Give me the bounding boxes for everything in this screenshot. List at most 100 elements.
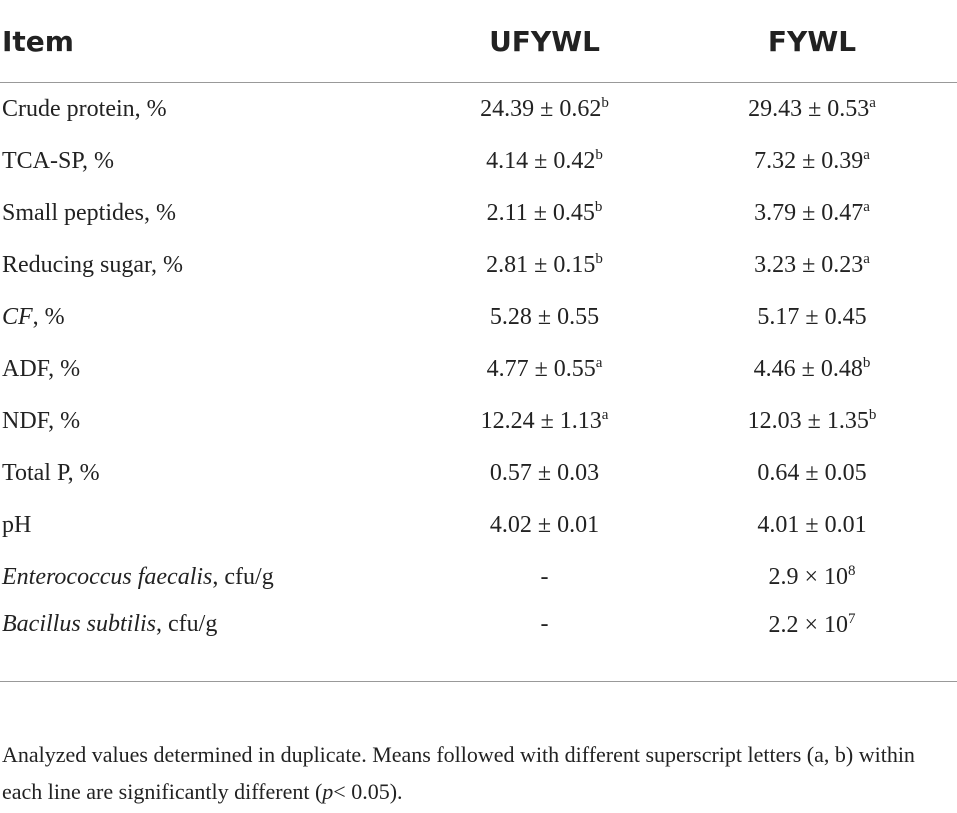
table-row: Total P, % 0.57 ± 0.03 0.64 ± 0.05 — [0, 447, 957, 499]
superscript: 8 — [848, 563, 856, 579]
text-run: 4.01 ± 0.01 — [757, 511, 867, 538]
cell: 4.14 ± 0.42b — [422, 135, 667, 187]
text-run: - — [540, 611, 549, 637]
text-run: Small peptides, % — [2, 199, 176, 226]
cell: 5.28 ± 0.55 — [422, 291, 667, 343]
text-run: 2.81 ± 0.15 — [486, 252, 596, 278]
table-row: TCA-SP, % 4.14 ± 0.42b 7.32 ± 0.39a — [0, 135, 957, 187]
cell: 0.57 ± 0.03 — [422, 447, 667, 499]
row-label: NDF, % — [0, 395, 422, 447]
superscript: a — [863, 251, 870, 267]
table-row: Small peptides, % 2.11 ± 0.45b 3.79 ± 0.47… — [0, 187, 957, 239]
text-run: 7.32 ± 0.39 — [754, 148, 864, 174]
cell: 2.11 ± 0.45b — [422, 187, 667, 239]
text-run: Reducing sugar, % — [2, 251, 183, 278]
cell: 2.2 × 107 — [667, 603, 957, 682]
text-run: - — [540, 563, 549, 590]
row-label: CF, % — [0, 291, 422, 343]
row-label: Total P, % — [0, 447, 422, 499]
superscript: a — [869, 95, 876, 111]
table-row: Reducing sugar, % 2.81 ± 0.15b 3.23 ± 0.23… — [0, 239, 957, 291]
table-row: NDF, % 12.24 ± 1.13a 12.03 ± 1.35b — [0, 395, 957, 447]
text-run: 2.2 × 10 — [768, 612, 849, 638]
text-run: TCA-SP, % — [2, 147, 115, 174]
row-label: Reducing sugar, % — [0, 239, 422, 291]
text-run: 3.23 ± 0.23 — [754, 252, 864, 278]
text-run: 0.57 ± 0.03 — [489, 459, 600, 486]
text-run: 2.9 × 10 — [768, 564, 849, 590]
superscript: a — [601, 407, 609, 423]
cell: 2.81 ± 0.15b — [422, 239, 667, 291]
column-header: UFYWL — [422, 0, 667, 83]
superscript: a — [863, 147, 870, 163]
cell: 29.43 ± 0.53a — [667, 83, 957, 136]
text-run: 5.28 ± 0.55 — [489, 303, 600, 330]
table-row: Crude protein, % 24.39 ± 0.62b 29.43 ± 0.5… — [0, 83, 957, 136]
row-label: TCA-SP, % — [0, 135, 422, 187]
text-run: 4.02 ± 0.01 — [489, 511, 600, 538]
italic-text: CF — [2, 303, 33, 330]
text-run: 0.64 ± 0.05 — [757, 459, 867, 486]
italic-text: p — [322, 779, 334, 804]
superscript: 7 — [848, 611, 856, 627]
cell: 4.01 ± 0.01 — [667, 499, 957, 551]
superscript: a — [595, 355, 603, 371]
data-table: Item UFYWL FYWL Crude protein, % 24.39 ± 0.… — [0, 0, 957, 682]
row-label: ADF, % — [0, 343, 422, 395]
superscript: b — [862, 355, 871, 371]
cell: 24.39 ± 0.62b — [422, 83, 667, 136]
text-run: 4.14 ± 0.42 — [486, 148, 596, 174]
header-row: Item UFYWL FYWL — [0, 0, 957, 83]
text-run: 12.03 ± 1.35 — [747, 408, 869, 434]
text-run: , cfu/g — [156, 611, 218, 637]
text-run: 12.24 ± 1.13 — [480, 408, 602, 434]
superscript: b — [594, 199, 603, 215]
cell: 4.46 ± 0.48b — [667, 343, 957, 395]
footnote: Analyzed values determined in duplicate.… — [2, 736, 952, 810]
superscript: b — [595, 147, 603, 163]
table-row: Enterococcus faecalis, cfu/g - 2.9 × 108 — [0, 551, 957, 603]
row-label: pH — [0, 499, 422, 551]
text-run: 2.11 ± 0.45 — [486, 200, 595, 226]
row-label: Crude protein, % — [0, 83, 422, 136]
superscript: b — [601, 95, 609, 111]
column-header: FYWL — [667, 0, 957, 83]
cell: 2.9 × 108 — [667, 551, 957, 603]
table-row: ADF, % 4.77 ± 0.55a 4.46 ± 0.48b — [0, 343, 957, 395]
cell: - — [422, 551, 667, 603]
cell: 4.77 ± 0.55a — [422, 343, 667, 395]
table-header: Item UFYWL FYWL — [0, 0, 957, 83]
superscript: b — [595, 251, 603, 267]
cell: - — [422, 603, 667, 682]
row-label: Small peptides, % — [0, 187, 422, 239]
cell: 4.02 ± 0.01 — [422, 499, 667, 551]
text-run: ADF, % — [2, 355, 81, 382]
cell: 3.23 ± 0.23a — [667, 239, 957, 291]
text-run: pH — [2, 511, 32, 538]
text-run: Analyzed values determined in duplicate.… — [2, 742, 915, 804]
table-row: CF, % 5.28 ± 0.55 5.17 ± 0.45 — [0, 291, 957, 343]
text-run: , cfu/g — [212, 563, 274, 590]
text-run: NDF, % — [2, 407, 81, 434]
text-run: 29.43 ± 0.53 — [748, 96, 870, 122]
text-run: Total P, % — [2, 459, 100, 486]
text-run: , % — [32, 303, 65, 330]
cell: 0.64 ± 0.05 — [667, 447, 957, 499]
row-label: Enterococcus faecalis, cfu/g — [0, 551, 422, 603]
cell: 12.03 ± 1.35b — [667, 395, 957, 447]
superscript: a — [863, 199, 870, 215]
table-body: Crude protein, % 24.39 ± 0.62b 29.43 ± 0.5… — [0, 83, 957, 682]
cell: 12.24 ± 1.13a — [422, 395, 667, 447]
superscript: b — [868, 407, 877, 423]
text-run: 5.17 ± 0.45 — [757, 303, 867, 330]
text-run: 3.79 ± 0.47 — [754, 200, 864, 226]
italic-text: Bacillus subtilis — [2, 611, 157, 637]
row-label: Bacillus subtilis, cfu/g — [0, 603, 422, 682]
text-run: 4.77 ± 0.55 — [486, 356, 596, 382]
text-run: 24.39 ± 0.62 — [480, 96, 602, 122]
cell: 3.79 ± 0.47a — [667, 187, 957, 239]
text-run: 4.46 ± 0.48 — [753, 356, 863, 382]
column-header: Item — [0, 0, 422, 83]
text-run: < 0.05). — [333, 779, 403, 804]
